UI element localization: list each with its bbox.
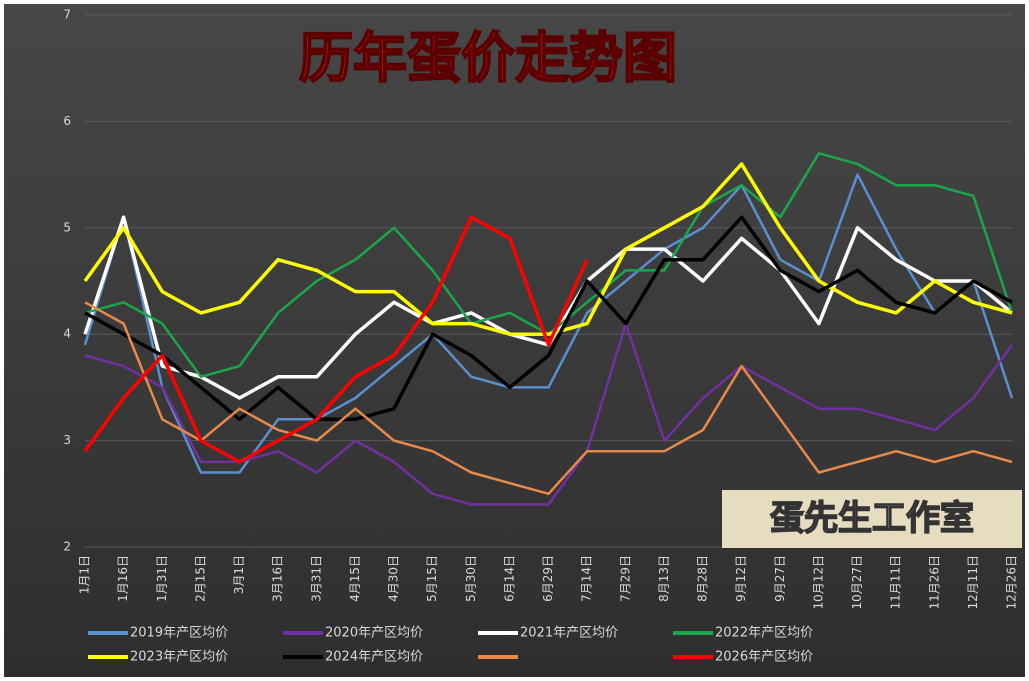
legend-label: 2023年产区均价: [130, 650, 228, 665]
series-line: [84, 301, 1013, 496]
x-tick-label: 4月15日: [348, 555, 362, 602]
x-tick-label: 7月14日: [580, 555, 594, 602]
x-tick-label: 1月31日: [155, 555, 169, 602]
y-tick-label: 7: [63, 8, 71, 22]
x-tick-label: 12月11日: [966, 555, 980, 610]
legend-label: 2022年产区均价: [715, 626, 813, 641]
legend-label: 2026年产区均价: [715, 650, 813, 665]
x-tick-label: 8月28日: [696, 555, 710, 602]
y-tick-label: 4: [63, 327, 71, 341]
series-line: [83, 162, 1013, 336]
x-tick-label: 7月29日: [618, 555, 632, 602]
legend-label: 2020年产区均价: [325, 626, 423, 641]
y-tick-label: 6: [63, 114, 71, 128]
x-tick-label: 10月12日: [811, 555, 825, 610]
x-tick-label: 10月27日: [850, 555, 864, 610]
x-tick-label: 6月14日: [502, 555, 516, 602]
x-tick-label: 8月13日: [657, 555, 671, 602]
x-tick-label: 1月16日: [116, 555, 130, 602]
x-tick-label: 6月29日: [541, 555, 555, 602]
y-tick-label: 5: [63, 220, 71, 234]
x-tick-label: 3月31日: [309, 555, 323, 602]
x-tick-label: 9月27日: [773, 555, 787, 602]
legend-label: 2021年产区均价: [520, 626, 618, 641]
series-line: [83, 173, 1014, 474]
y-tick-label: 3: [63, 433, 71, 447]
x-tick-label: 2月15日: [193, 555, 207, 602]
x-tick-label: 3月16日: [271, 555, 285, 602]
chart-title: 历年蛋价走势图: [299, 27, 677, 90]
x-tick-label: 4月30日: [387, 555, 401, 602]
x-tick-label: 5月30日: [464, 555, 478, 602]
watermark-box: [722, 490, 1022, 548]
watermark: 蛋先生工作室: [770, 499, 974, 539]
x-tick-label: 1月1日: [78, 555, 92, 594]
y-tick-label: 2: [63, 540, 71, 554]
x-tick-label: 11月11日: [889, 555, 903, 610]
x-tick-label: 9月12日: [734, 555, 748, 602]
series-line: [83, 215, 589, 464]
x-tick-label: 3月1日: [232, 555, 246, 594]
x-tick-label: 5月15日: [425, 555, 439, 602]
x-tick-label: 11月26日: [927, 555, 941, 610]
series-line: [84, 215, 1013, 422]
legend-label: 2019年产区均价: [130, 626, 228, 641]
x-tick-label: 12月26日: [1005, 555, 1019, 610]
legend-label: 2024年产区均价: [325, 650, 423, 665]
